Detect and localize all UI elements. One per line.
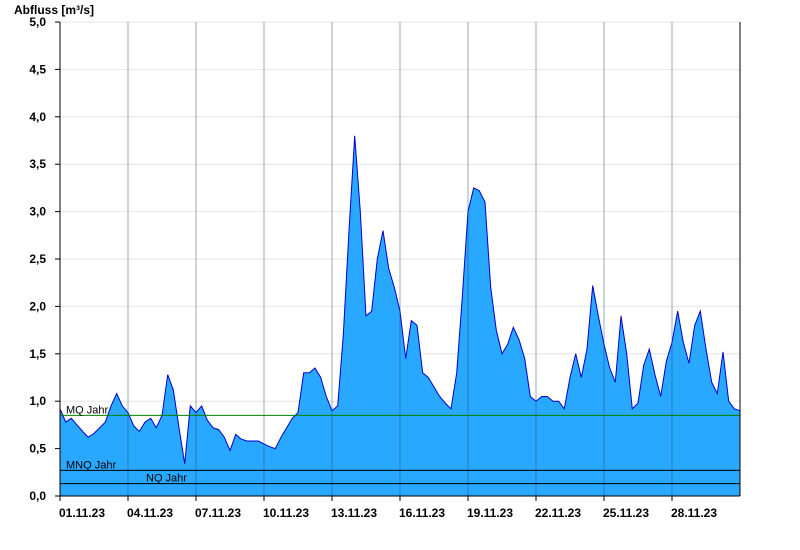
- y-tick-label: 5,0: [29, 15, 46, 29]
- y-tick-label: 1,0: [29, 394, 46, 408]
- reference-line-label: MQ Jahr: [66, 404, 109, 416]
- y-tick-label: 2,0: [29, 299, 46, 313]
- y-tick-label: 3,0: [29, 205, 46, 219]
- y-tick-label: 0,0: [29, 489, 46, 503]
- y-tick-label: 4,0: [29, 110, 46, 124]
- discharge-series: [59, 22, 741, 497]
- reference-line-label: MNQ Jahr: [66, 459, 116, 471]
- y-tick-label: 3,5: [29, 157, 46, 171]
- y-axis-label: Abfluss [m³/s]: [14, 3, 94, 17]
- x-tick-label: 07.11.23: [195, 506, 241, 520]
- y-tick-label: 0,5: [29, 442, 46, 456]
- x-tick-label: 13.11.23: [331, 506, 377, 520]
- x-tick-label: 22.11.23: [535, 506, 581, 520]
- x-tick-label: 25.11.23: [603, 506, 649, 520]
- x-tick-label: 19.11.23: [467, 506, 513, 520]
- x-tick-label: 04.11.23: [127, 506, 173, 520]
- x-tick-label: 28.11.23: [671, 506, 717, 520]
- reference-lines: MQ Jahr MNQ Jahr NQ Jahr: [60, 404, 740, 485]
- x-tick-label: 01.11.23: [59, 506, 105, 520]
- y-tick-label: 4,5: [29, 62, 46, 76]
- x-tick-label: 16.11.23: [399, 506, 445, 520]
- y-tick-label: 2,5: [29, 252, 46, 266]
- y-tick-label: 1,5: [29, 347, 46, 361]
- reference-line-label: NQ Jahr: [146, 473, 187, 485]
- axes: 0,0 0,5 1,0 1,5 2,0 2,5 3,0 3,5 4,0 4,5 5,0 01.11.2…: [29, 15, 741, 520]
- x-tick-label: 10.11.23: [263, 506, 309, 520]
